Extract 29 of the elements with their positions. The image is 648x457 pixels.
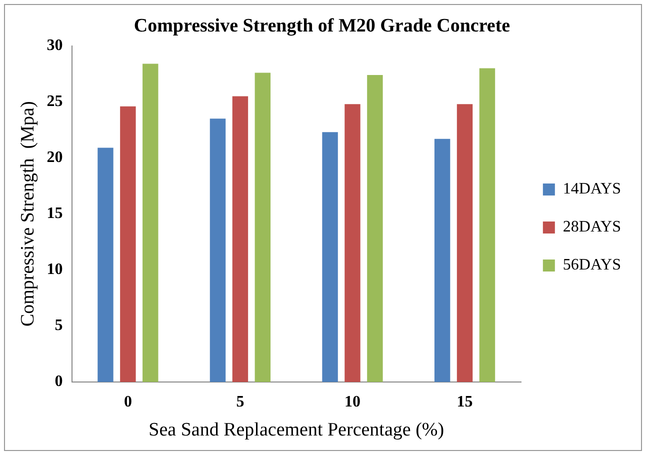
y-axis-title: Compressive Strength (Mpa) [17,101,38,327]
bar [254,72,271,382]
y-tick-label: 5 [54,317,63,334]
bar [479,68,496,382]
x-tick-label: 15 [456,394,473,411]
bar [210,118,226,382]
x-tick-label: 0 [124,394,132,411]
bar [98,148,114,382]
y-tick-label: 10 [46,261,63,278]
y-tick-label: 0 [54,373,63,390]
y-tick-label: 30 [46,36,63,54]
y-tick-label: 20 [46,149,63,166]
bar [142,64,158,382]
legend-label: 56DAYS [562,256,621,274]
chart-title: Compressive Strength of M20 Grade Concrete [134,15,510,36]
x-tick-label: 10 [344,394,360,411]
bar [344,104,360,382]
legend-label: 28DAYS [562,218,621,236]
y-tick-label: 15 [46,205,63,222]
bar [120,106,136,382]
bar [367,74,383,382]
y-tick-label: 25 [46,92,63,110]
bar [434,138,450,382]
x-tick-label: 5 [236,394,244,411]
bar [456,104,473,382]
legend-label: 14DAYS [562,180,621,198]
x-axis-title: Sea Sand Replacement Percentage (%) [148,420,444,441]
bar [232,96,248,382]
bar [322,132,338,382]
